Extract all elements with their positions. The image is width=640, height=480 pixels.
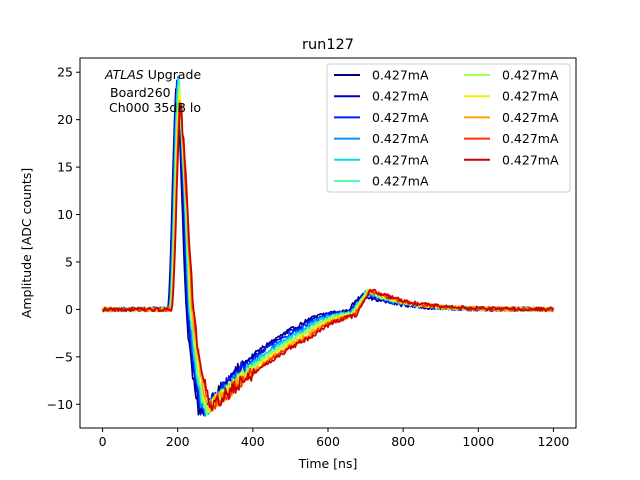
- legend-label: 0.427mA: [372, 174, 429, 189]
- y-tick-label: −10: [47, 397, 73, 412]
- series-group: [101, 75, 555, 417]
- x-tick-label: 400: [241, 434, 265, 449]
- x-tick-label: 1000: [462, 434, 494, 449]
- atlas-annotation: ATLAS Upgrade Board260 Ch000 35dB lo: [104, 67, 201, 115]
- y-tick-label: 0: [65, 302, 73, 317]
- y-tick-label: 20: [57, 112, 73, 127]
- legend-label: 0.427mA: [372, 68, 429, 83]
- x-tick-label: 1200: [538, 434, 570, 449]
- y-tick-label: 10: [57, 207, 73, 222]
- x-tick-label: 0: [99, 434, 107, 449]
- x-tick-label: 600: [316, 434, 340, 449]
- annotation-channel: Ch000 35dB lo: [109, 100, 201, 115]
- y-tick-label: 15: [57, 160, 73, 175]
- y-axis-label: Amplitude [ADC counts]: [19, 168, 34, 318]
- annotation-board: Board260: [110, 85, 171, 100]
- legend-label: 0.427mA: [372, 89, 429, 104]
- legend-label: 0.427mA: [372, 110, 429, 125]
- legend-label: 0.427mA: [502, 131, 559, 146]
- legend-label: 0.427mA: [372, 152, 429, 167]
- annotation-line-1: ATLAS Upgrade: [104, 67, 201, 82]
- legend-box: [326, 63, 571, 193]
- legend-label: 0.427mA: [372, 131, 429, 146]
- y-tick-label: 5: [65, 254, 73, 269]
- legend-label: 0.427mA: [502, 152, 559, 167]
- x-tick-label: 200: [166, 434, 190, 449]
- annotation-upgrade: Upgrade: [144, 67, 202, 82]
- legend-label: 0.427mA: [502, 68, 559, 83]
- annotation-atlas: ATLAS: [104, 67, 144, 82]
- x-axis-label: Time [ns]: [298, 456, 358, 471]
- y-tick-label: −5: [55, 349, 73, 364]
- y-tick-label: 25: [57, 65, 73, 80]
- x-tick-label: 800: [391, 434, 415, 449]
- chart-title: run127: [302, 37, 354, 53]
- series-line: [102, 104, 555, 412]
- legend-label: 0.427mA: [502, 110, 559, 125]
- x-axis: 0 200 400 600 800 1000 1200: [99, 428, 570, 449]
- legend: 0.427mA 0.427mA 0.427mA 0.427mA 0.427mA 0.427…: [326, 63, 571, 193]
- y-axis: −10 −5 0 5 10 15 20 25: [47, 65, 80, 412]
- legend-label: 0.427mA: [502, 89, 559, 104]
